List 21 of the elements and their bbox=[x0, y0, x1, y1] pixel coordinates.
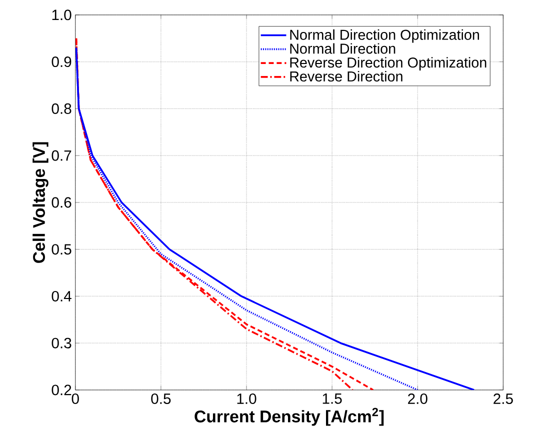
y-tick-label: 0.9 bbox=[52, 56, 72, 68]
y-tick-label: 0.8 bbox=[52, 104, 72, 114]
y-tick-label: 0.3 bbox=[52, 338, 72, 349]
x-tick-label: 2.0 bbox=[408, 394, 428, 404]
y-tick-label: 0.7 bbox=[52, 150, 72, 161]
y-tick-label: 0.6 bbox=[52, 197, 72, 208]
x-tick-label: 1.5 bbox=[322, 394, 342, 404]
y-tick-label: 0.4 bbox=[52, 291, 72, 302]
y-axis-title: Cell Voltage [V] bbox=[32, 142, 48, 264]
legend-label: Normal Direction bbox=[290, 43, 396, 54]
x-tick-label: 2.5 bbox=[494, 394, 513, 404]
y-tick-label: 0.5 bbox=[52, 244, 72, 255]
legend-label: Reverse Direction bbox=[290, 71, 402, 82]
legend-label: Reverse Direction Optimization bbox=[290, 57, 486, 71]
x-tick-label: 1.0 bbox=[237, 394, 256, 404]
y-tick-label: 1.0 bbox=[52, 10, 72, 20]
legend-label: Normal Direction Optimization bbox=[290, 29, 479, 43]
x-axis-title: Current Density [A/cm$^{2}$] bbox=[194, 408, 384, 426]
x-tick-label: 0 bbox=[72, 394, 79, 404]
y-tick-label: 0.2 bbox=[52, 384, 72, 396]
x-tick-label: 0.5 bbox=[151, 394, 171, 404]
